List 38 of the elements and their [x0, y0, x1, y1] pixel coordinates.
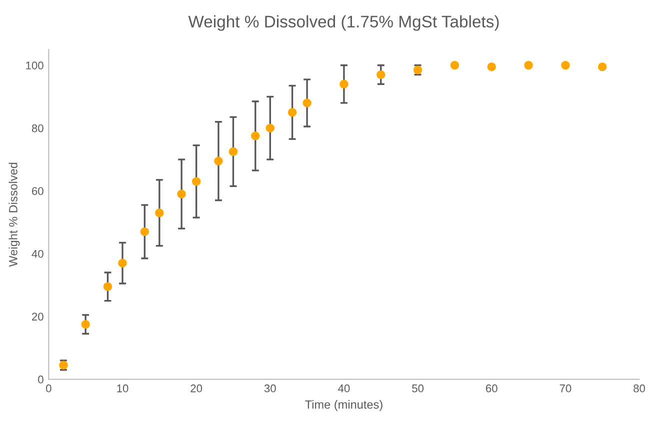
point [288, 108, 297, 117]
x-tick-label: 60 [486, 384, 498, 392]
point [251, 132, 260, 140]
point [266, 124, 275, 132]
point [524, 60, 533, 70]
x-tick-label: 30 [264, 384, 276, 392]
point [103, 282, 112, 292]
point [118, 258, 127, 268]
x-axis-title: Time (minutes) [305, 400, 382, 412]
point [598, 62, 607, 72]
y-tick-label: 60 [32, 187, 44, 196]
point [302, 98, 312, 108]
point [177, 190, 186, 198]
point [155, 208, 164, 218]
x-tick-label: 70 [560, 384, 572, 392]
x-tick-label: 20 [190, 384, 202, 392]
y-axis-title: Weight % Dissolved [8, 162, 20, 267]
point [340, 80, 348, 88]
point [376, 70, 386, 80]
x-tick-label: 10 [117, 384, 128, 392]
x-tick-label: 80 [634, 384, 646, 392]
point [214, 156, 223, 166]
point [81, 320, 90, 329]
point [140, 227, 150, 236]
point [487, 62, 496, 72]
point [561, 60, 570, 70]
y-tick-label: 20 [32, 312, 44, 321]
y-tick-label: 40 [32, 250, 44, 258]
y-tick-label: 100 [26, 62, 44, 70]
x-tick-label: 0 [46, 384, 52, 392]
point [450, 60, 460, 70]
point [192, 177, 201, 186]
chart-title: Weight % Dissolved (1.75% MgSt Tablets) [188, 15, 499, 31]
y-tick-label: 0 [38, 376, 44, 384]
point [228, 147, 238, 156]
x-tick-label: 40 [338, 384, 350, 392]
y-tick-label: 80 [32, 124, 44, 132]
x-tick-label: 50 [412, 384, 424, 392]
